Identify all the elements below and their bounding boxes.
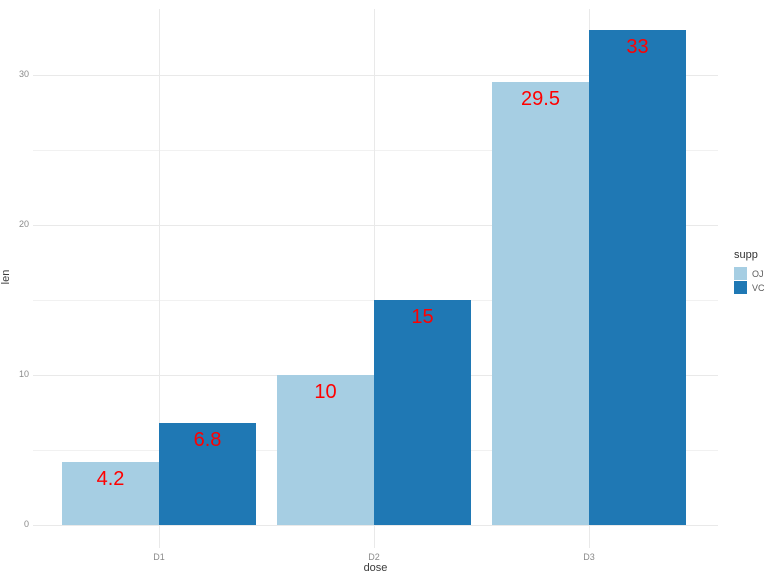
x-tick-label-D1: D1 (153, 552, 165, 562)
x-tick-label-D2: D2 (368, 552, 380, 562)
gridline-x-D2 (374, 9, 375, 548)
y-tick-label-30: 30 (18, 69, 29, 79)
gridline-x-D1 (159, 9, 160, 548)
bar-D3-VC (589, 30, 686, 525)
bar-value-label-D2-VC: 15 (411, 306, 434, 328)
y-tick-label-10: 10 (18, 369, 29, 379)
bar-value-label-D3-VC: 33 (626, 36, 649, 58)
legend-label-oj: OJ (752, 268, 764, 279)
y-axis-title: len (0, 269, 12, 285)
bar-D1-OJ (62, 462, 159, 525)
bar-D3-OJ (492, 82, 589, 525)
legend-label-vc: VC (752, 282, 765, 293)
gridline-minor-y25 (33, 150, 718, 151)
legend-item-vc: VC (731, 281, 765, 294)
legend-swatch-vc (734, 281, 747, 294)
gridline-major-y30 (33, 75, 718, 76)
legend: supp OJ VC (731, 249, 765, 295)
legend-item-oj: OJ (731, 267, 765, 280)
x-tick-label-D3: D3 (583, 552, 595, 562)
y-tick-label-20: 20 (18, 219, 29, 229)
bar-value-label-D2-OJ: 10 (314, 381, 337, 403)
legend-title: supp (734, 249, 758, 261)
bar-value-label-D1-VC: 6.8 (193, 429, 222, 451)
bar-D2-VC (374, 300, 471, 525)
bar-D1-VC (159, 423, 256, 525)
y-tick-label-0: 0 (23, 519, 29, 529)
bar-value-label-D3-OJ: 29.5 (521, 88, 560, 110)
plot-panel: 4.2 6.8 10 15 29.5 33 (33, 9, 718, 548)
gridline-major-y20 (33, 225, 718, 226)
legend-swatch-oj (734, 267, 747, 280)
x-axis-title: dose (363, 562, 388, 574)
bar-value-label-D1-OJ: 4.2 (96, 468, 125, 490)
gridline-major-y0 (33, 525, 718, 526)
bar-D2-OJ (277, 375, 374, 525)
